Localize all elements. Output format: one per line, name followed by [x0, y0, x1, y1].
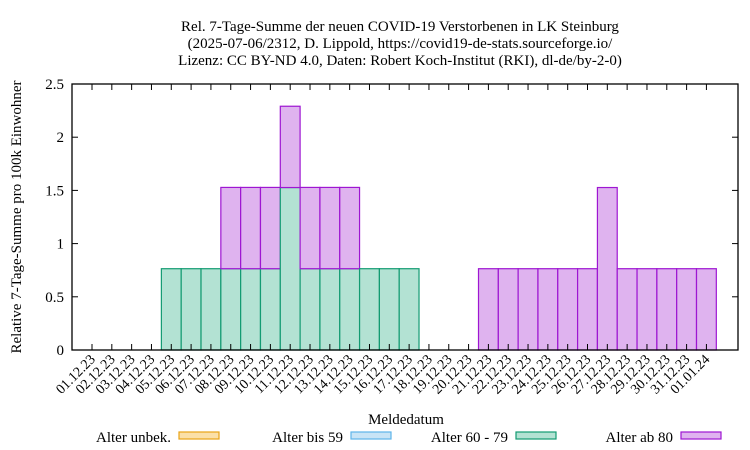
- bar-alter-60-79-15.12.23: [358, 268, 380, 351]
- bar-alter-ab-80-13.12.23: [319, 186, 341, 270]
- y-tick-label: 0.5: [45, 290, 64, 306]
- legend-swatch: [178, 431, 220, 440]
- bar-alter-ab-80-29.12.23: [636, 268, 658, 351]
- y-tick-label: 2: [57, 130, 65, 146]
- y-tick-label: 0: [57, 343, 65, 359]
- bar-alter-60-79-11.12.23: [279, 186, 301, 351]
- bar-alter-ab-80-10.12.23: [259, 186, 281, 270]
- bar-alter-ab-80-25.12.23: [557, 268, 579, 351]
- bar-alter-60-79-17.12.23: [398, 268, 420, 351]
- chart-title-line-3: Lizenz: CC BY-ND 4.0, Daten: Robert Koch…: [178, 53, 622, 69]
- bar-alter-ab-80-22.12.23: [497, 268, 519, 351]
- bar-alter-60-79-08.12.23: [220, 268, 242, 351]
- legend-label: Alter bis 59: [272, 430, 343, 446]
- legend-label: Alter ab 80: [606, 430, 673, 446]
- bar-alter-ab-80-11.12.23: [279, 105, 301, 189]
- bar-alter-60-79-09.12.23: [240, 268, 262, 351]
- legend-label: Alter 60 - 79: [431, 430, 508, 446]
- chart-title-line-1: Rel. 7-Tage-Summe der neuen COVID-19 Ver…: [181, 19, 619, 35]
- bar-alter-60-79-16.12.23: [378, 268, 400, 351]
- y-tick-label: 2.5: [45, 77, 64, 93]
- y-tick-label: 1.5: [45, 183, 64, 199]
- legend-label: Alter unbek.: [96, 430, 171, 446]
- bar-alter-ab-80-08.12.23: [220, 186, 242, 270]
- x-axis-label: Meldedatum: [368, 412, 444, 428]
- bar-alter-60-79-06.12.23: [180, 268, 202, 351]
- bar-alter-ab-80-24.12.23: [537, 268, 559, 351]
- bar-alter-60-79-13.12.23: [319, 268, 341, 351]
- legend-swatch: [680, 431, 722, 440]
- legend-swatch: [350, 431, 392, 440]
- bar-alter-ab-80-28.12.23: [616, 268, 638, 351]
- bar-alter-ab-80-01.01.24: [695, 268, 717, 351]
- y-axis-label: Relative 7-Tage-Summe pro 100k Einwohner: [9, 80, 25, 353]
- bar-alter-60-79-14.12.23: [339, 268, 361, 351]
- bar-alter-ab-80-26.12.23: [576, 268, 598, 351]
- y-tick-label: 1: [57, 237, 65, 253]
- bar-alter-ab-80-12.12.23: [299, 186, 321, 270]
- bar-alter-60-79-10.12.23: [259, 268, 281, 351]
- bar-alter-ab-80-21.12.23: [477, 268, 499, 351]
- bar-alter-60-79-05.12.23: [160, 268, 182, 351]
- bar-alter-ab-80-14.12.23: [339, 186, 361, 270]
- bar-alter-ab-80-09.12.23: [240, 186, 262, 270]
- bar-alter-ab-80-27.12.23: [596, 186, 618, 351]
- plot-frame: [71, 83, 739, 351]
- chart-title-line-2: (2025-07-06/2312, D. Lippold, https://co…: [188, 36, 613, 52]
- bar-alter-60-79-07.12.23: [200, 268, 222, 351]
- bar-alter-60-79-12.12.23: [299, 268, 321, 351]
- bar-alter-ab-80-23.12.23: [517, 268, 539, 351]
- bar-alter-ab-80-31.12.23: [676, 268, 698, 351]
- legend-swatch: [515, 431, 557, 440]
- bar-alter-ab-80-30.12.23: [656, 268, 678, 351]
